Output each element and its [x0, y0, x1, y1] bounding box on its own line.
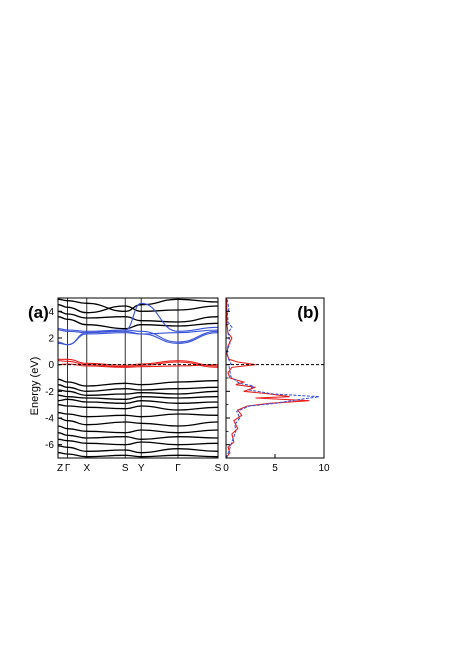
- k-point-label: Y: [138, 463, 145, 474]
- dos-curve-dashed: [225, 297, 320, 459]
- dos-tick-label: 5: [272, 463, 278, 474]
- dos-curves: [225, 297, 320, 459]
- k-point-label: Z: [57, 463, 63, 474]
- band-line-valence: [57, 378, 219, 387]
- dos-tick-label: 10: [318, 463, 330, 474]
- band-lines: [57, 298, 219, 458]
- energy-tick-label: -4: [45, 414, 54, 425]
- band-line-conduction_high: [57, 310, 219, 323]
- band-line-valence: [57, 389, 219, 396]
- band-line-valence: [57, 394, 219, 400]
- band-line-valence: [57, 438, 219, 446]
- band-line-valence: [57, 452, 219, 458]
- band-line-conduction_high: [57, 298, 219, 312]
- band-line-conduction_low: [57, 332, 219, 346]
- band-line-valence: [57, 432, 219, 440]
- band-line-top_valence: [57, 360, 219, 368]
- band-line-conduction_high: [57, 316, 219, 330]
- energy-axis-ticks: -6 -4 -2 0 2 4: [45, 307, 62, 451]
- band-line-conduction_high: [57, 304, 219, 314]
- energy-axis-label: Energy (eV): [29, 357, 41, 416]
- dos-plot-frame: [225, 297, 325, 459]
- band-line-valence: [57, 417, 219, 427]
- band-line-conduction_low: [57, 329, 219, 335]
- band-line-top_valence: [58, 358, 219, 367]
- energy-tick-label: -6: [45, 440, 54, 451]
- k-point-label: X: [83, 463, 90, 474]
- band-line-valence: [57, 425, 219, 434]
- panel-b-label: (b): [297, 303, 319, 322]
- energy-tick-label: -2: [45, 387, 54, 398]
- dos-curve-solid: [225, 297, 310, 459]
- panel-a-label: (a): [28, 303, 49, 322]
- dos-tick-label: 0: [223, 463, 229, 474]
- band-line-valence: [57, 384, 219, 392]
- band-plot-frame: [57, 297, 219, 459]
- k-point-label: Γ: [65, 463, 71, 474]
- k-point-label: S: [215, 463, 222, 474]
- k-point-label: S: [122, 463, 129, 474]
- energy-tick-label: 4: [48, 307, 54, 318]
- band-line-valence: [57, 398, 219, 404]
- band-line-valence: [57, 445, 219, 454]
- energy-tick-label: 0: [48, 360, 54, 371]
- k-point-label: Γ: [175, 463, 181, 474]
- band-line-valence: [57, 412, 219, 418]
- dos-axis-ticks: 0 5 10: [223, 454, 330, 474]
- band-line-valence: [57, 404, 219, 411]
- band-line-top_valence: [57, 363, 219, 368]
- dos-energy-ticks: [226, 297, 230, 459]
- energy-tick-label: 2: [48, 334, 54, 345]
- dos-panel: 0 5 10 (b): [223, 297, 330, 474]
